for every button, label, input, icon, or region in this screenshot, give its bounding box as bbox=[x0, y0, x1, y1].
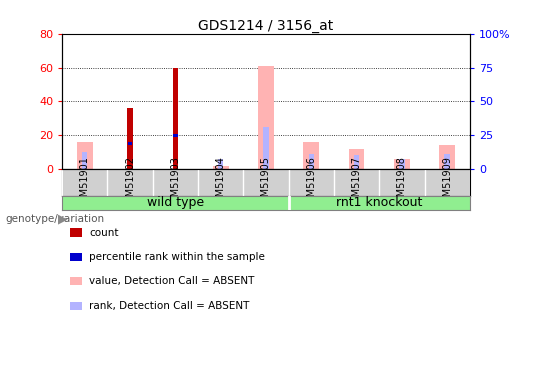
Text: GSM51907: GSM51907 bbox=[352, 156, 362, 209]
Text: rnt1 knockout: rnt1 knockout bbox=[336, 196, 422, 209]
Bar bbox=[127, 142, 132, 145]
Bar bbox=[173, 68, 178, 169]
Bar bbox=[263, 127, 269, 169]
Bar bbox=[439, 145, 455, 169]
Text: wild type: wild type bbox=[147, 196, 204, 209]
Bar bbox=[394, 159, 410, 169]
Bar bbox=[354, 155, 359, 169]
Text: rank, Detection Call = ABSENT: rank, Detection Call = ABSENT bbox=[89, 301, 249, 310]
Bar bbox=[213, 166, 228, 169]
Text: percentile rank within the sample: percentile rank within the sample bbox=[89, 252, 265, 262]
Bar bbox=[308, 154, 314, 169]
Text: GSM51906: GSM51906 bbox=[306, 156, 316, 209]
Bar bbox=[399, 159, 404, 169]
Text: GSM51901: GSM51901 bbox=[80, 156, 90, 209]
Bar bbox=[444, 154, 450, 169]
Bar bbox=[218, 159, 224, 169]
Text: GSM51902: GSM51902 bbox=[125, 156, 135, 209]
Text: value, Detection Call = ABSENT: value, Detection Call = ABSENT bbox=[89, 276, 254, 286]
Title: GDS1214 / 3156_at: GDS1214 / 3156_at bbox=[198, 19, 334, 33]
Bar bbox=[258, 66, 274, 169]
Text: count: count bbox=[89, 228, 119, 237]
Text: GSM51909: GSM51909 bbox=[442, 156, 452, 209]
Bar bbox=[82, 152, 87, 169]
Bar bbox=[303, 142, 319, 169]
Text: GSM51908: GSM51908 bbox=[397, 156, 407, 209]
Bar bbox=[349, 148, 365, 169]
Text: GSM51903: GSM51903 bbox=[170, 156, 180, 209]
Text: GSM51904: GSM51904 bbox=[215, 156, 226, 209]
Text: ▶: ▶ bbox=[58, 213, 68, 226]
Bar bbox=[77, 142, 93, 169]
Text: genotype/variation: genotype/variation bbox=[5, 214, 105, 224]
Bar bbox=[127, 108, 133, 169]
Text: GSM51905: GSM51905 bbox=[261, 156, 271, 209]
Bar bbox=[173, 134, 178, 136]
